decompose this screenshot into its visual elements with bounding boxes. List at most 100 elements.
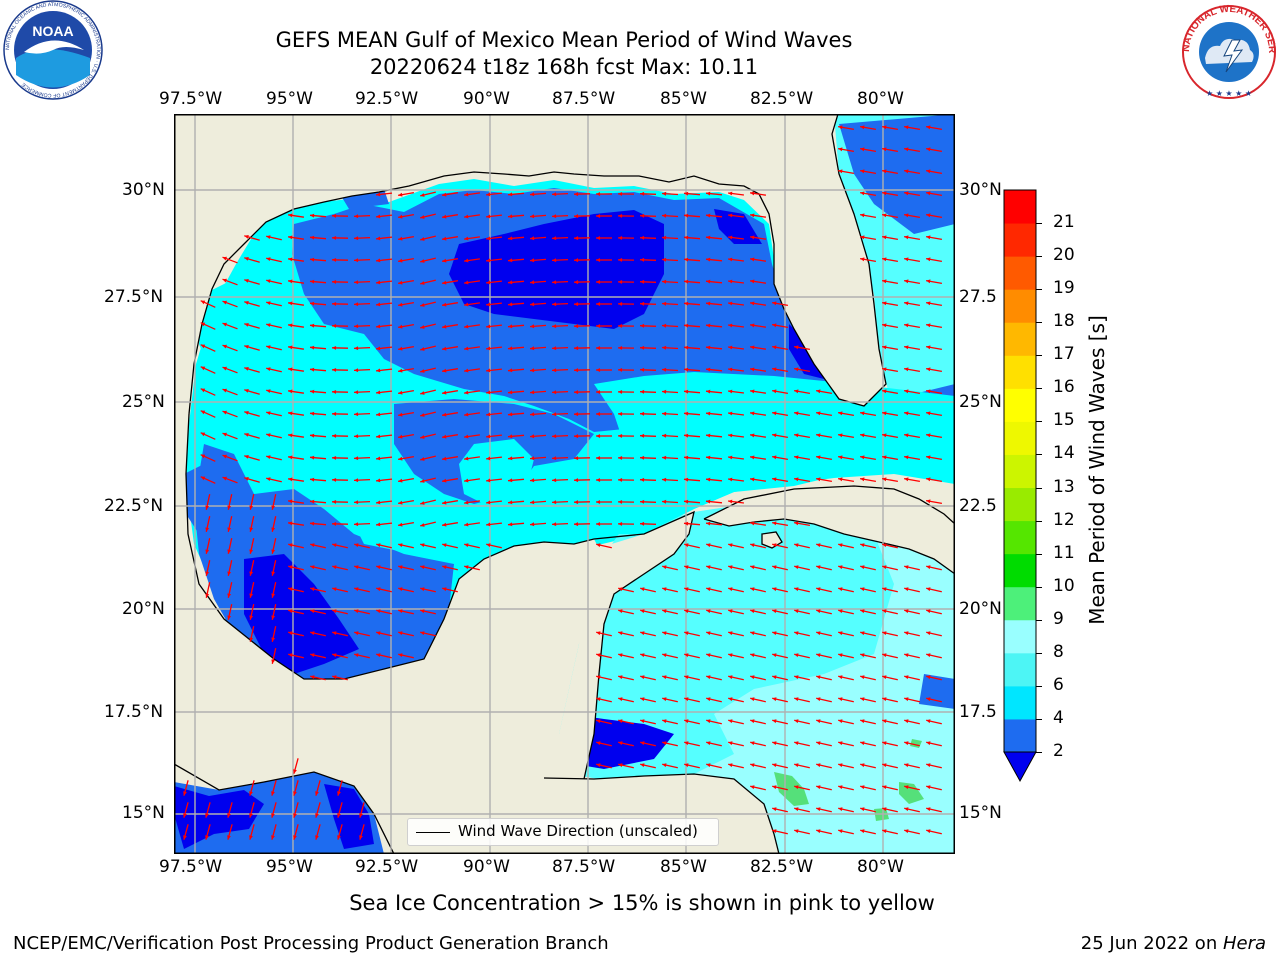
wind-arrow bbox=[420, 191, 436, 197]
wind-arrow bbox=[486, 390, 502, 395]
wind-arrow bbox=[728, 279, 744, 284]
wind-arrow bbox=[881, 455, 899, 461]
wind-arrow bbox=[903, 455, 921, 461]
wind-arrow bbox=[486, 412, 502, 417]
wind-arrow bbox=[227, 824, 233, 840]
wind-arrow bbox=[728, 719, 744, 725]
wind-arrow bbox=[331, 500, 349, 504]
wind-arrow bbox=[397, 213, 415, 219]
wind-arrow bbox=[375, 346, 393, 351]
lon-label-top: 85°W bbox=[660, 89, 707, 109]
wind-arrow bbox=[551, 214, 569, 219]
wind-arrow bbox=[860, 741, 876, 747]
wind-arrow bbox=[859, 147, 877, 153]
wind-arrow bbox=[309, 411, 327, 416]
wind-arrow bbox=[332, 609, 348, 615]
wind-arrow bbox=[331, 324, 349, 328]
wind-arrow bbox=[551, 258, 569, 263]
wind-arrow bbox=[222, 388, 238, 396]
wind-arrow bbox=[750, 741, 766, 747]
wind-arrow bbox=[926, 565, 942, 571]
wind-arrow bbox=[441, 522, 459, 527]
wind-arrow bbox=[183, 824, 189, 840]
wind-arrow bbox=[838, 587, 854, 593]
wind-arrow bbox=[441, 390, 459, 395]
wind-arrow bbox=[596, 631, 612, 637]
wind-arrow bbox=[331, 412, 349, 416]
wind-arrow bbox=[881, 411, 899, 417]
wind-arrow bbox=[222, 366, 238, 374]
wind-arrow bbox=[661, 213, 679, 218]
wind-arrow bbox=[288, 521, 304, 526]
wind-arrow bbox=[793, 477, 811, 483]
wind-arrow bbox=[728, 433, 744, 438]
wind-arrow bbox=[903, 191, 921, 197]
wind-arrow bbox=[860, 609, 876, 615]
lat-label-right: 17.5 bbox=[959, 702, 997, 722]
colorbar-tick-mark bbox=[1036, 388, 1042, 390]
period-lt2-central bbox=[449, 210, 664, 329]
wind-arrow bbox=[881, 367, 899, 373]
wind-arrow bbox=[271, 626, 277, 642]
wind-arrow bbox=[420, 367, 436, 373]
wind-arrow bbox=[837, 125, 855, 131]
colorbar-segment bbox=[1004, 520, 1036, 555]
wind-arrow bbox=[706, 719, 722, 725]
wind-arrow bbox=[794, 653, 810, 659]
wind-arrow bbox=[816, 807, 832, 813]
wind-arrow bbox=[464, 565, 480, 571]
wind-arrow bbox=[750, 389, 766, 394]
wind-arrow bbox=[728, 191, 744, 196]
wind-arrow bbox=[772, 587, 788, 593]
colorbar-segment bbox=[1004, 553, 1036, 588]
wind-arrow bbox=[793, 389, 811, 395]
map-legend: Wind Wave Direction (unscaled) bbox=[407, 818, 719, 846]
wind-arrow bbox=[750, 543, 766, 549]
wind-arrow bbox=[266, 323, 282, 329]
wind-arrow bbox=[838, 829, 854, 835]
wind-arrow bbox=[441, 412, 459, 417]
wind-arrow bbox=[271, 538, 277, 554]
wind-arrow bbox=[903, 389, 921, 395]
wind-arrow bbox=[793, 411, 811, 417]
wind-arrow bbox=[309, 455, 327, 460]
wind-arrow bbox=[684, 653, 700, 659]
wind-arrow bbox=[925, 147, 943, 153]
wind-arrow bbox=[331, 390, 349, 394]
wind-arrow bbox=[205, 802, 211, 818]
wind-arrow bbox=[420, 499, 436, 505]
wind-arrow bbox=[794, 829, 810, 835]
wind-arrow bbox=[772, 543, 788, 549]
wind-arrow bbox=[640, 675, 656, 681]
wind-arrow bbox=[838, 719, 854, 725]
wind-arrow bbox=[837, 433, 855, 439]
wind-arrow bbox=[309, 433, 327, 438]
wind-arrow bbox=[882, 807, 898, 813]
wind-arrow bbox=[529, 324, 547, 329]
wind-arrow bbox=[772, 763, 788, 769]
wind-arrow bbox=[882, 719, 898, 725]
wind-arrow bbox=[662, 719, 678, 725]
wind-arrow bbox=[464, 368, 480, 373]
wind-arrow bbox=[375, 192, 393, 197]
wind-arrow bbox=[617, 214, 635, 218]
wind-arrow bbox=[705, 191, 723, 196]
wind-arrow bbox=[860, 719, 876, 725]
wind-arrow bbox=[266, 389, 282, 395]
wind-arrow bbox=[750, 279, 766, 284]
wind-arrow bbox=[771, 367, 789, 373]
wind-arrow bbox=[904, 785, 920, 791]
wind-arrow bbox=[205, 494, 211, 510]
wind-arrow bbox=[200, 476, 216, 484]
wind-arrow bbox=[375, 412, 393, 417]
wind-arrow bbox=[271, 494, 277, 510]
wind-arrow bbox=[816, 653, 832, 659]
wind-arrow bbox=[661, 345, 679, 350]
wind-arrow bbox=[486, 192, 502, 197]
wind-arrow bbox=[838, 763, 854, 769]
wind-arrow bbox=[639, 411, 657, 416]
wind-arrow bbox=[728, 741, 744, 747]
wind-arrow bbox=[222, 476, 238, 484]
wind-arrow bbox=[464, 522, 480, 527]
wind-arrow bbox=[353, 368, 371, 373]
